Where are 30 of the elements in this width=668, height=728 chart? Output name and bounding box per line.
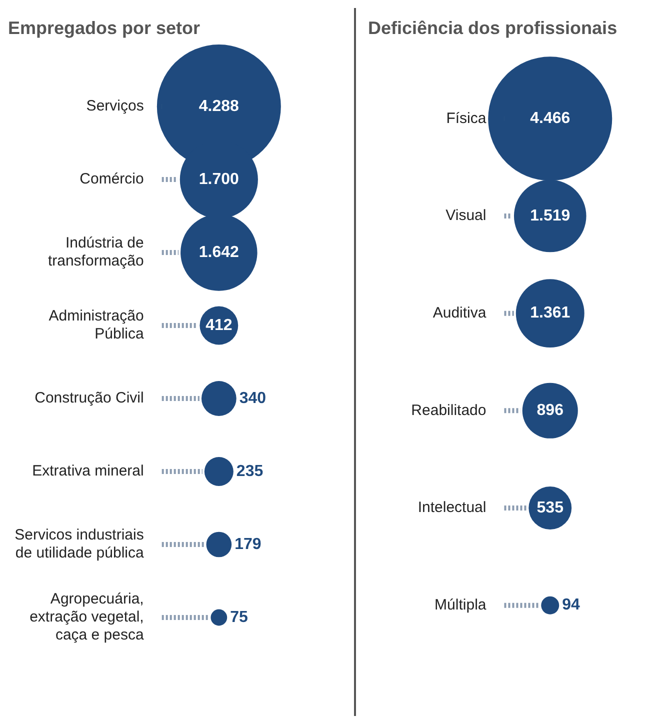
data-label: 412 xyxy=(206,316,232,334)
data-label: 896 xyxy=(536,402,564,420)
data-label: 1.519 xyxy=(530,207,570,224)
text: Deficiência dos profissionais xyxy=(368,18,618,38)
category-label: Agropecuária, extração vegetal, caça e pesca xyxy=(30,590,144,644)
data-label: 179 xyxy=(234,536,262,553)
category-label: Administração Pública xyxy=(48,308,144,343)
data-label: 4.466 xyxy=(530,110,570,128)
category-label: Extrativa mineral xyxy=(32,462,144,480)
data-label: 75 xyxy=(230,608,248,626)
category-label: Comércio xyxy=(80,170,144,188)
data-label: 4.288 xyxy=(198,98,240,115)
category-label: Construção Civil xyxy=(34,390,144,407)
category-label: Múltipla xyxy=(434,596,487,614)
category-label: Intelectual xyxy=(418,499,486,516)
text: Empregados por setor xyxy=(8,18,200,38)
category-label: Física xyxy=(446,110,487,127)
data-label: 1.642 xyxy=(198,244,240,261)
data-label: 340 xyxy=(239,390,266,407)
category-label: Servicos industriais de utilidade pública xyxy=(14,526,144,562)
data-label: 235 xyxy=(236,462,264,480)
data-label: 1.700 xyxy=(198,170,240,188)
category-label: Indústria de transformação xyxy=(48,234,144,270)
category-label: Visual xyxy=(446,207,486,224)
category-label: Auditiva xyxy=(432,304,487,322)
data-label: 1.361 xyxy=(530,304,570,322)
data-label: 94 xyxy=(562,596,580,614)
category-label: Serviços xyxy=(86,98,144,115)
data-label: 535 xyxy=(536,499,564,516)
category-label: Reabilitado xyxy=(411,402,486,419)
